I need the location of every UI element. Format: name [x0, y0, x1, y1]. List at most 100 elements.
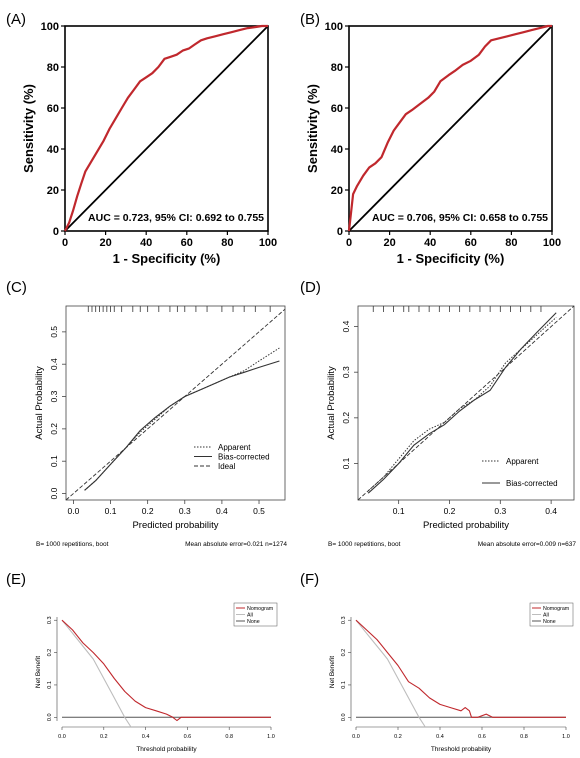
cal-c-legend-label: Ideal	[218, 462, 236, 471]
dca-e-y-tick-label: 0.2	[47, 649, 53, 657]
roc-a-x-tick-label: 40	[140, 237, 152, 249]
cal-c-legend-label: Apparent	[218, 443, 251, 452]
dca-e-y-tick-label: 0.3	[47, 616, 53, 624]
cal-c-y-tick-label: 0.0	[49, 487, 59, 499]
cal-c-line-ideal	[65, 308, 286, 501]
dca-f-x-tick-label: 0.8	[520, 734, 528, 740]
cal-c-x-tick-label: 0.5	[253, 506, 265, 516]
cal-c-x-tick-label: 0.0	[68, 506, 80, 516]
dca-f-y-tick-label: 0.1	[341, 681, 347, 689]
dca-e-y-tick-label: 0.1	[47, 681, 53, 689]
cal-c-footer-left: B= 1000 repetitions, boot	[36, 541, 109, 548]
roc-a-y-tick-label: 0	[53, 226, 59, 238]
dca-f-y-tick-label: 0.3	[341, 616, 347, 624]
cal-d-x-tick-label: 0.1	[393, 506, 405, 516]
dca-f-x-tick-label: 0.6	[478, 734, 486, 740]
cal-c-y-tick-label: 0.1	[49, 455, 59, 467]
dca-e-y-tick-label: 0.0	[47, 713, 53, 721]
roc-a-y-tick-label: 80	[47, 62, 59, 74]
cal-d-y-axis-label: Actual Probability	[326, 366, 337, 440]
roc-b-x-tick-label: 20	[383, 237, 395, 249]
dca-e-x-axis-label: Threshold probability	[136, 746, 197, 753]
cal-d-x-tick-label: 0.2	[444, 506, 456, 516]
cal-d-y-tick-label: 0.4	[341, 320, 351, 332]
cal-d-y-tick-label: 0.2	[341, 412, 351, 424]
cal-c-plot-frame	[65, 305, 286, 501]
roc-b-x-axis-label: 1 - Specificity (%)	[397, 251, 505, 266]
roc-a-y-axis-label: Sensitivity (%)	[21, 84, 36, 173]
cal-c-y-tick-label: 0.3	[49, 390, 59, 402]
cal-d-x-tick-label: 0.4	[545, 506, 557, 516]
roc-a-y-tick-label: 100	[41, 21, 59, 33]
roc-b-y-tick-label: 40	[331, 144, 343, 156]
roc-b-auc-annotation: AUC = 0.706, 95% CI: 0.658 to 0.755	[372, 212, 548, 224]
roc-b-x-tick-label: 100	[543, 237, 561, 249]
roc-a-y-tick-label: 40	[47, 144, 59, 156]
dca-e-x-tick-label: 0.6	[184, 734, 192, 740]
dca-f-x-tick-label: 0.2	[394, 734, 402, 740]
cal-c-y-tick-label: 0.2	[49, 423, 59, 435]
roc-b-x-tick-label: 60	[465, 237, 477, 249]
dca-f-y-tick-label: 0.0	[341, 713, 347, 721]
cal-c-x-tick-label: 0.1	[105, 506, 117, 516]
roc-b-roc-curve	[347, 24, 552, 232]
cal-c-footer-right: Mean absolute error=0.021 n=1274	[185, 541, 287, 548]
roc-a-y-tick-label: 60	[47, 103, 59, 115]
dca-f-legend-label: Nomogram	[543, 606, 570, 612]
dca-f-x-axis-label: Threshold probability	[431, 746, 492, 753]
cal-d-legend-label: Bias-corrected	[506, 479, 558, 488]
cal-d-footer-left: B= 1000 repetitions, boot	[328, 541, 401, 548]
cal-d-footer-right: Mean absolute error=0.009 n=637	[478, 541, 577, 548]
cal-c-y-tick-label: 0.5	[49, 326, 59, 338]
cal-d-plot-frame	[357, 305, 575, 501]
dca-e-x-tick-label: 0.0	[58, 734, 66, 740]
roc-a-x-tick-label: 60	[181, 237, 193, 249]
panel-label-e: (E)	[6, 571, 26, 588]
roc-b-y-tick-label: 80	[331, 62, 343, 74]
dca-f-x-tick-label: 1.0	[562, 734, 570, 740]
cal-d-legend-label: Apparent	[506, 457, 539, 466]
dca-e-line-all	[61, 619, 132, 728]
dca-f-legend-label: All	[543, 613, 549, 619]
roc-b-x-tick-label: 40	[424, 237, 436, 249]
dca-e-legend-label: Nomogram	[247, 606, 274, 612]
dca-f-legend-label: None	[543, 619, 556, 625]
panel-label-f: (F)	[300, 571, 319, 588]
dca-f-legend-box	[529, 602, 574, 627]
dca-e-legend-box	[233, 602, 278, 627]
cal-d-line-bias-corrected	[367, 312, 557, 494]
roc-b-y-tick-label: 60	[331, 103, 343, 115]
cal-d-x-axis-label: Predicted probability	[423, 520, 509, 531]
dca-f-line-all	[355, 619, 426, 728]
roc-a-x-tick-label: 0	[62, 237, 68, 249]
cal-d-x-tick-label: 0.3	[494, 506, 506, 516]
dca-e-x-tick-label: 1.0	[267, 734, 275, 740]
dca-f-x-tick-label: 0.0	[352, 734, 360, 740]
dca-e-x-tick-label: 0.8	[225, 734, 233, 740]
panel-label-b: (B)	[300, 11, 320, 28]
cal-c-line-apparent	[84, 347, 280, 491]
dca-e-legend-label: None	[247, 619, 260, 625]
dca-f-line-nomogram	[355, 619, 566, 718]
dca-e-legend-label: All	[247, 613, 253, 619]
roc-a-x-tick-label: 20	[99, 237, 111, 249]
roc-a-auc-annotation: AUC = 0.723, 95% CI: 0.692 to 0.755	[88, 212, 264, 224]
roc-a-roc-curve	[64, 24, 268, 232]
roc-b-y-tick-label: 20	[331, 185, 343, 197]
cal-c-y-tick-label: 0.4	[49, 358, 59, 370]
cal-c-x-tick-label: 0.2	[142, 506, 154, 516]
dca-e-x-tick-label: 0.4	[142, 734, 150, 740]
dca-e-line-nomogram	[61, 619, 271, 722]
cal-c-y-axis-label: Actual Probability	[34, 366, 45, 440]
dca-e-y-axis-label: Net Benefit	[35, 656, 42, 688]
roc-b-diagonal-line	[348, 25, 553, 232]
dca-f-y-axis-label: Net Benefit	[329, 656, 336, 688]
cal-c-x-tick-label: 0.4	[216, 506, 228, 516]
cal-c-x-tick-label: 0.3	[179, 506, 191, 516]
roc-a-x-axis-label: 1 - Specificity (%)	[113, 251, 221, 266]
roc-a-diagonal-line	[64, 25, 269, 232]
roc-a-y-tick-label: 20	[47, 185, 59, 197]
cal-c-x-axis-label: Predicted probability	[132, 520, 218, 531]
